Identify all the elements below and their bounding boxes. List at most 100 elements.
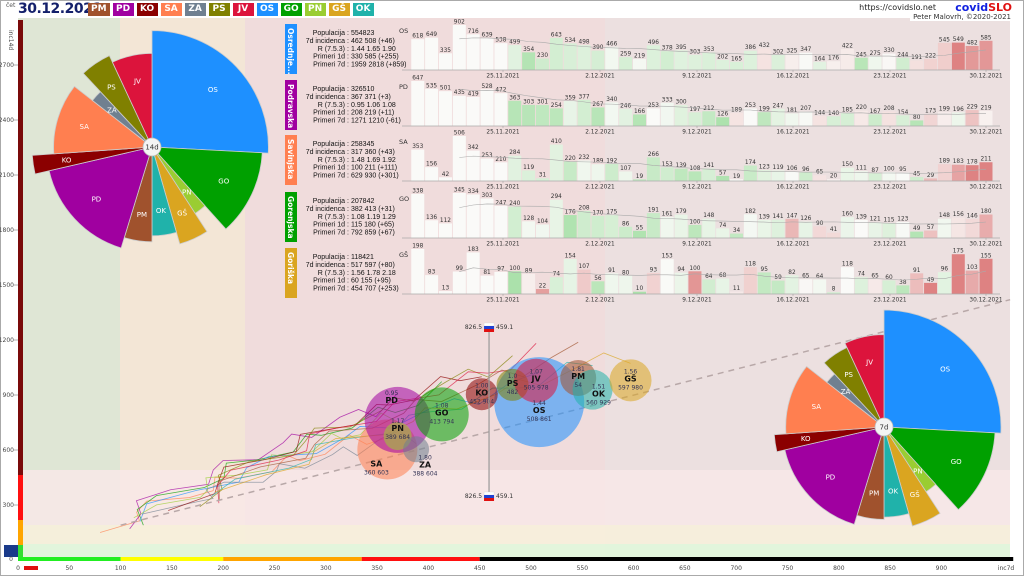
bar-value-label: 80 [913, 115, 921, 121]
bubble-code: PN [391, 424, 404, 433]
bar-value-label: 535 [426, 83, 437, 89]
bar [951, 164, 965, 181]
y-axis-label: inc14d [7, 30, 14, 50]
bar [577, 160, 591, 181]
bar-value-label: 64 [705, 274, 713, 280]
legend-chip-SA: SA [160, 3, 182, 16]
bar [563, 43, 577, 70]
bar-value-label: 118 [842, 262, 853, 268]
legend-chip-PS: PS [208, 3, 230, 16]
bar-value-label: 82 [788, 270, 796, 276]
bar-value-label: 432 [759, 43, 770, 49]
stat-value: 1.56 1.78 2.18 [351, 270, 396, 277]
stat-label: Primeri 7d [313, 118, 345, 125]
bar-value-label: 90 [816, 221, 824, 227]
y-tick-label: 2700 [0, 62, 14, 69]
bar-value-label: 545 [939, 37, 950, 43]
slovenia-inc7d: 459.1 [496, 493, 513, 500]
region-code: OS [399, 27, 408, 35]
pie-slice-label: OK [888, 488, 899, 496]
bar-value-label: 146 [967, 213, 978, 219]
bar [549, 108, 563, 126]
bar-value-label: 59 [774, 275, 782, 281]
site-url[interactable]: https://covidslo.net [859, 3, 936, 12]
bar [466, 194, 480, 238]
brand-logo: covidSLO [955, 1, 1012, 14]
pie-slice-label: OS [208, 86, 219, 94]
bar [840, 113, 854, 126]
stat-value: 454 707 (+253) [351, 286, 399, 293]
bar-value-label: 246 [620, 103, 631, 109]
stat-label: Primeri 7d [313, 62, 345, 69]
bar [466, 96, 480, 126]
slovenia-flag-icon [483, 491, 495, 496]
pie-slice-label: PS [107, 83, 116, 91]
bar-value-label: 353 [703, 47, 714, 53]
bar-value-label: 219 [980, 105, 991, 111]
pie-slice-PD [48, 146, 153, 249]
bar-value-label: 267 [592, 102, 603, 108]
bar [646, 213, 660, 238]
bar-value-label: 100 [883, 167, 894, 173]
pie-slice-KO [31, 146, 153, 175]
slovenia-flag-icon [484, 329, 495, 332]
bar [466, 150, 480, 181]
bar-value-label: 115 [883, 218, 894, 224]
pie-7d: OS GO PN GŠ OK PM PD KO SA ZA PS JV 7d [773, 309, 1002, 527]
stat-label: Populacija [313, 254, 345, 261]
pie-slice-label: GO [218, 178, 229, 186]
bar [425, 167, 439, 181]
bar [425, 220, 439, 238]
stat-label: Populacija [313, 198, 345, 205]
trajectory-PN [133, 412, 398, 519]
bar [605, 163, 619, 181]
bar-value-label: 164 [814, 56, 825, 62]
bar [730, 233, 744, 238]
bar-value-label: 211 [980, 157, 991, 163]
bar [840, 48, 854, 70]
bar-value-label: 147 [786, 213, 797, 219]
pie-slice-label: JV [133, 78, 141, 86]
bar [854, 219, 868, 238]
pie-slice-label: PM [869, 489, 879, 497]
bar [425, 88, 439, 126]
brand-part-a: covid [955, 1, 989, 14]
date-tick-label: 30.12.2021 [969, 74, 1003, 80]
date-tick-label: 23.12.2021 [873, 130, 907, 136]
stat-label: Populacija [313, 86, 345, 93]
bar [979, 110, 993, 126]
bar-value-label: 150 [842, 162, 853, 168]
date-tick-label: 2.12.2021 [585, 185, 615, 191]
bar-value-label: 91 [913, 268, 921, 274]
bar-value-label: 422 [842, 43, 853, 49]
x-tick-label: 450 [474, 565, 486, 572]
bar [438, 223, 452, 238]
bubble-values: 452 904 [469, 398, 494, 405]
bar-value-label: 112 [440, 218, 451, 224]
bar [716, 175, 730, 181]
bar [508, 206, 522, 238]
bar-value-label: 197 [689, 107, 700, 113]
bar [480, 198, 494, 238]
bar [965, 270, 979, 294]
bubble-r-value: 1.07 [529, 369, 543, 376]
bar-value-label: 41 [830, 227, 838, 233]
bar-value-label: 31 [539, 173, 547, 179]
bar-value-label: 498 [579, 40, 590, 46]
bar-value-label: 506 [454, 131, 465, 137]
bar [965, 165, 979, 181]
pie-slice-JV [844, 334, 885, 428]
bar [868, 114, 882, 126]
bar [882, 223, 896, 238]
bar [508, 271, 522, 294]
stat-value: 326510 [351, 86, 374, 93]
pie-slice-label: PN [913, 468, 922, 476]
bar [494, 271, 508, 294]
slovenia-flag-icon [484, 326, 495, 329]
region-legend: PM PD KO SA ZA PS JV OS GO PN GŠ OK [88, 3, 374, 16]
pie-slice-label: PN [182, 189, 191, 197]
slovenia-marker: 826.5 459.1 826.5 459.1 [465, 322, 513, 501]
stat-value: 207842 [351, 198, 374, 205]
